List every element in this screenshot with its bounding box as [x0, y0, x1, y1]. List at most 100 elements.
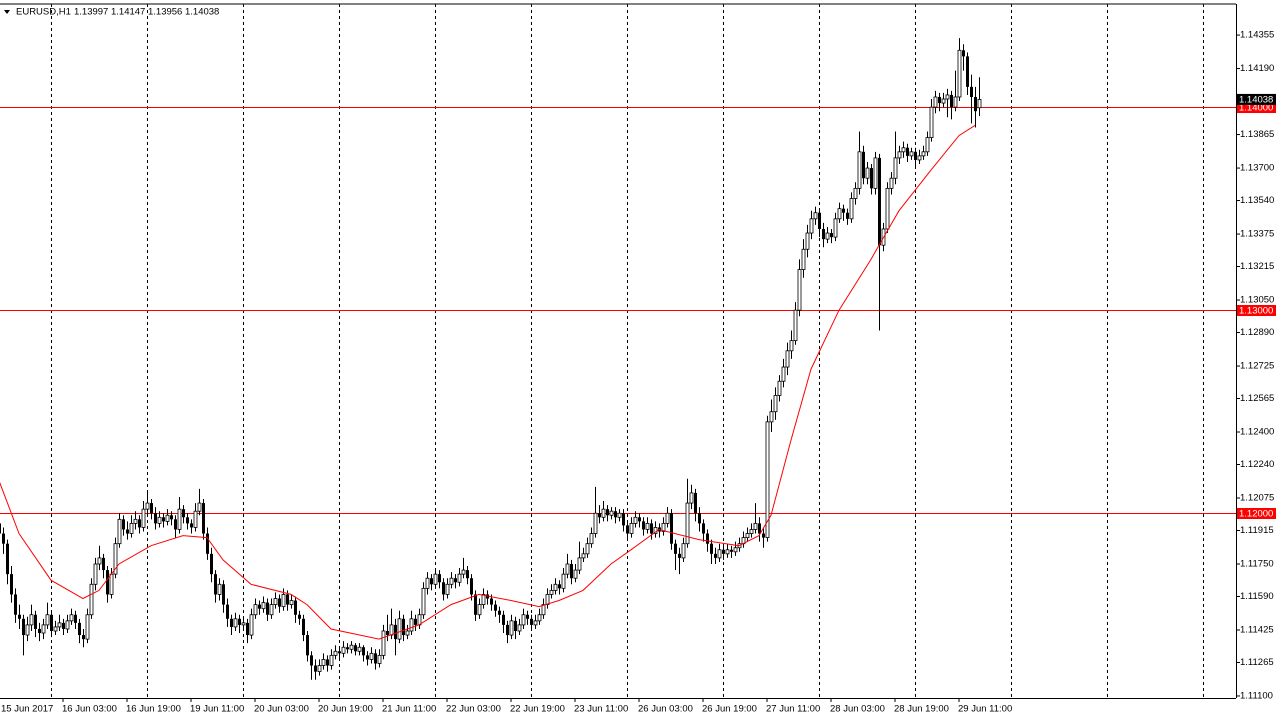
candle-body: [278, 598, 281, 607]
candle-body: [870, 168, 873, 189]
candle-body: [449, 577, 454, 585]
candle-body: [273, 598, 278, 606]
candle-body: [606, 509, 609, 516]
candle-body: [885, 187, 890, 230]
candle-body: [190, 523, 193, 528]
candle-body: [338, 651, 341, 654]
candle-body: [818, 212, 821, 229]
candle-body: [953, 96, 958, 108]
header-open: 1.13997: [74, 7, 108, 18]
candle-body: [797, 269, 802, 311]
candle-body: [561, 573, 566, 589]
candle-body: [82, 635, 85, 640]
candle-body: [722, 549, 725, 554]
y-tick-label: 1.11100: [1240, 690, 1273, 701]
candle-body: [830, 233, 833, 238]
candle-body: [670, 513, 673, 544]
candle-body: [241, 622, 246, 626]
candle-body: [933, 96, 938, 108]
candle-body: [689, 492, 694, 504]
y-tick-label: 1.13375: [1240, 229, 1274, 240]
y-tick-label: 1.12240: [1240, 459, 1274, 470]
y-tick-label: 1.11750: [1240, 559, 1274, 570]
y-tick-label: 1.11425: [1240, 624, 1274, 635]
candle-body: [825, 232, 830, 240]
candle-body: [217, 583, 222, 595]
candle-body: [573, 569, 578, 579]
candle-body: [589, 533, 594, 545]
candle-body: [725, 549, 730, 555]
x-tick-label: 22 Jun 19:00: [510, 704, 565, 715]
candle-body: [849, 198, 854, 220]
candle-body: [294, 600, 297, 615]
candle-body: [685, 502, 690, 545]
candle-body: [481, 594, 486, 606]
candle-body: [45, 614, 50, 626]
candle-body: [977, 99, 982, 109]
candle-body: [585, 543, 590, 555]
y-tick-label: 1.11915: [1240, 525, 1274, 536]
candle-body: [226, 604, 229, 619]
x-tick-label: 20 Jun 03:00: [254, 704, 309, 715]
x-tick-label: 27 Jun 11:00: [766, 704, 820, 715]
candle-body: [593, 512, 598, 534]
candle-body: [421, 587, 426, 616]
candle-body: [901, 147, 906, 153]
candle-body: [793, 309, 798, 342]
candle-body: [789, 340, 794, 352]
y-tick-label: 1.13540: [1240, 195, 1274, 206]
candle-body: [957, 49, 962, 98]
candle-body: [650, 523, 653, 534]
candle-body: [238, 618, 241, 625]
candle-body: [502, 614, 505, 625]
candle-body: [921, 151, 926, 157]
candle-body: [266, 602, 269, 615]
candle-body: [878, 157, 881, 246]
candle-body: [753, 522, 758, 530]
candle-body: [386, 630, 389, 636]
candle-body: [85, 614, 90, 640]
candle-body: [193, 510, 198, 528]
candle-body: [941, 98, 946, 104]
candle-body: [50, 614, 53, 631]
candle-body: [230, 618, 233, 627]
y-tick-label: 1.12400: [1240, 427, 1274, 438]
x-tick-label: 23 Jun 11:00: [574, 704, 628, 715]
candle-body: [126, 529, 129, 534]
candle-body: [521, 614, 526, 626]
candle-body: [425, 577, 430, 589]
price-box: [1237, 93, 1276, 105]
candle-body: [678, 553, 681, 558]
candle-body: [25, 624, 30, 636]
candle-body: [298, 614, 301, 619]
candle-body: [622, 513, 625, 526]
candle-body: [541, 604, 546, 616]
candle-body: [154, 513, 157, 524]
x-tick-label: 16 Jun 19:00: [126, 704, 181, 715]
candle-body: [34, 614, 37, 629]
candle-body: [945, 94, 950, 100]
candle-body: [366, 655, 369, 660]
candle-body: [333, 650, 338, 656]
level-box: [1237, 508, 1276, 519]
candle-body: [145, 502, 150, 510]
candle-body: [581, 553, 586, 559]
menu-arrow[interactable]: [4, 10, 10, 14]
candle-body: [758, 523, 761, 534]
candle-body: [962, 50, 965, 57]
candle-body: [837, 208, 842, 220]
candle-body: [526, 614, 529, 619]
candle-body: [570, 563, 573, 579]
candle-body: [638, 517, 641, 522]
candle-body: [470, 578, 473, 595]
x-tick-label: 16 Jun 03:00: [62, 704, 117, 715]
candle-body: [357, 646, 362, 652]
candle-body: [873, 157, 878, 189]
candle-body: [78, 622, 81, 636]
candle-body: [626, 525, 629, 534]
x-tick-label: 26 Jun 19:00: [702, 704, 757, 715]
candle-body: [306, 635, 309, 656]
candle-body: [14, 594, 17, 615]
candle-body: [474, 594, 477, 615]
candle-body: [214, 574, 217, 595]
